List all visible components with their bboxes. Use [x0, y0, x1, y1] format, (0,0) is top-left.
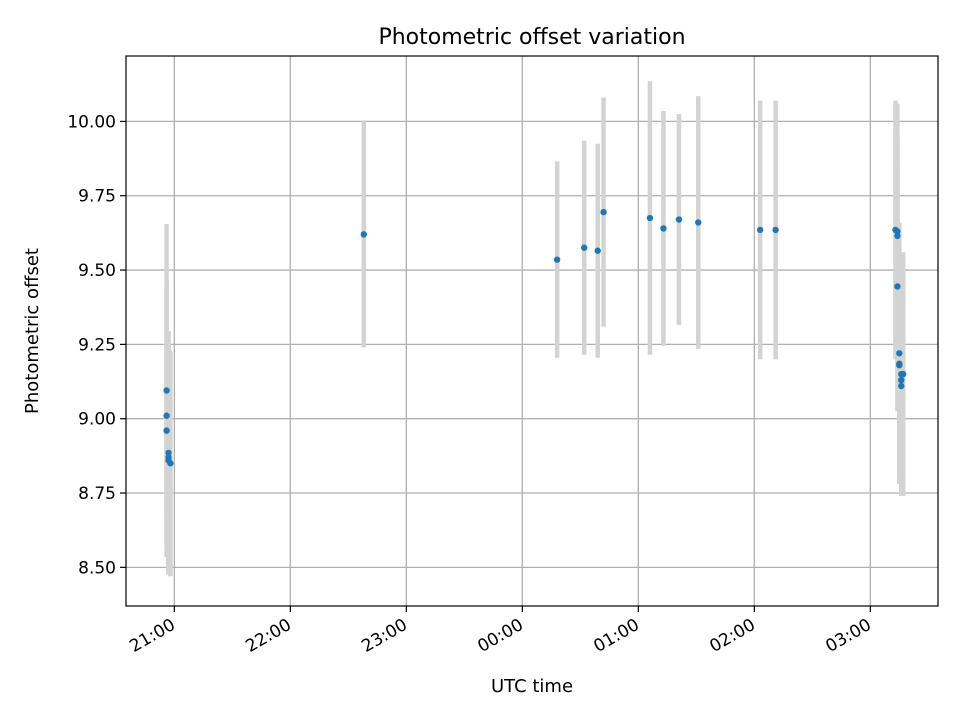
data-point: [772, 226, 779, 234]
data-point: [896, 350, 903, 357]
data-point: [894, 228, 901, 235]
data-point: [898, 376, 905, 384]
data-point: [896, 361, 903, 369]
data-point: [163, 412, 170, 419]
data-point: [900, 370, 907, 378]
data-point: [165, 449, 172, 457]
data-point: [894, 232, 901, 240]
data-point: [695, 219, 702, 226]
data-point: [660, 225, 667, 232]
data-point: [646, 214, 654, 222]
data-point: [898, 382, 905, 390]
y-tick-label: 9.00: [78, 410, 116, 430]
chart-title: Photometric offset variation: [378, 25, 685, 50]
data-point: [600, 208, 607, 216]
y-tick-label: 9.25: [78, 335, 116, 355]
data-point: [553, 256, 561, 263]
y-tick-label: 9.75: [78, 187, 116, 207]
y-axis-label: Photometric offset: [22, 248, 43, 414]
data-point: [756, 226, 764, 234]
data-points: [163, 208, 907, 467]
data-point: [360, 231, 367, 238]
y-tick-label: 8.50: [78, 558, 116, 578]
data-point: [894, 283, 901, 290]
data-point: [163, 427, 170, 434]
data-point: [581, 244, 588, 251]
y-tick-label: 9.50: [78, 261, 116, 281]
x-axis-label: UTC time: [491, 676, 573, 697]
y-tick-label: 10.00: [67, 112, 116, 132]
data-point: [163, 387, 170, 394]
data-point: [675, 216, 683, 223]
plot-frame: [125, 55, 939, 607]
y-axis: 8.50 8.75 9.00 9.25 9.50 9.75 10.00: [67, 112, 126, 578]
grid: [126, 56, 938, 606]
y-tick-label: 8.75: [78, 484, 116, 504]
data-point: [167, 460, 174, 467]
data-point: [594, 247, 601, 254]
